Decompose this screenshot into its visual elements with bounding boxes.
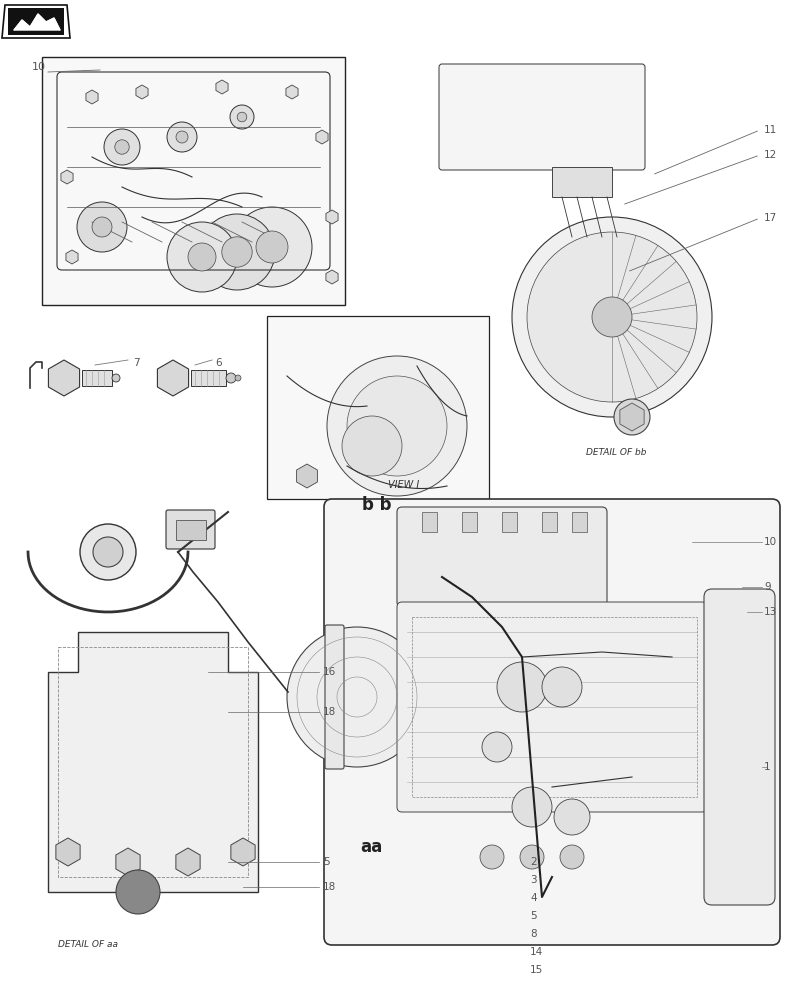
Text: 6: 6 [215,358,221,368]
Text: 5: 5 [323,857,329,867]
FancyBboxPatch shape [324,625,344,769]
Polygon shape [48,632,258,892]
Text: 8: 8 [530,929,536,939]
Text: 1: 1 [763,762,770,772]
Text: VIEW I: VIEW I [388,480,418,490]
Text: 14: 14 [530,947,543,957]
Circle shape [93,537,122,567]
Text: 5: 5 [530,911,536,921]
Text: 2: 2 [530,857,536,867]
Text: 9: 9 [763,582,770,592]
Circle shape [232,207,311,287]
Circle shape [221,237,252,267]
Bar [571,512,586,532]
Text: 18: 18 [323,882,336,892]
Circle shape [255,231,288,263]
Circle shape [112,374,120,382]
Bar [541,512,556,532]
Circle shape [591,297,631,337]
Circle shape [553,799,590,835]
Circle shape [346,376,446,476]
Text: 12: 12 [763,150,776,160]
Bar [42,57,345,305]
Text: 15: 15 [530,965,543,975]
Text: 10: 10 [763,537,776,547]
Text: 10: 10 [32,62,46,72]
Text: 13: 13 [763,607,776,617]
Bar [411,617,696,797]
Bar [82,370,112,386]
Circle shape [519,845,543,869]
Circle shape [327,356,466,496]
FancyBboxPatch shape [397,507,607,607]
Circle shape [199,214,275,290]
FancyBboxPatch shape [324,499,779,945]
Circle shape [541,667,581,707]
Circle shape [286,627,427,767]
Text: 7: 7 [133,358,139,368]
Circle shape [482,732,512,762]
Bar [501,512,517,532]
Circle shape [512,787,551,827]
Bar [422,512,436,532]
Polygon shape [14,14,60,30]
Bar [8,8,64,35]
Circle shape [341,416,401,476]
Text: DETAIL OF bb: DETAIL OF bb [586,448,646,457]
Bar [267,316,488,499]
Bar [191,370,225,386]
Circle shape [104,129,139,165]
Text: aa: aa [359,838,382,856]
Text: 16: 16 [323,667,336,677]
Text: 17: 17 [763,213,776,223]
Circle shape [188,243,216,271]
Circle shape [92,217,112,237]
Text: 18: 18 [323,707,336,717]
Polygon shape [2,5,70,38]
Circle shape [479,845,504,869]
FancyBboxPatch shape [165,510,215,549]
Circle shape [176,131,188,143]
Circle shape [237,112,247,122]
Circle shape [512,217,711,417]
FancyBboxPatch shape [439,64,644,170]
FancyBboxPatch shape [703,589,774,905]
Text: 3: 3 [530,875,536,885]
Circle shape [80,524,135,580]
Bar [176,520,206,540]
Text: 4: 4 [530,893,536,903]
Circle shape [77,202,127,252]
Circle shape [234,375,241,381]
Circle shape [167,122,197,152]
Circle shape [116,870,160,914]
Bar [58,647,247,877]
Circle shape [114,140,129,154]
Circle shape [526,232,696,402]
Circle shape [230,105,254,129]
Circle shape [560,845,583,869]
Circle shape [167,222,237,292]
Text: 11: 11 [763,125,776,135]
Circle shape [613,399,649,435]
Bar [461,512,476,532]
Text: b b: b b [362,496,391,514]
Circle shape [225,373,236,383]
Bar [551,167,611,197]
Text: DETAIL OF aa: DETAIL OF aa [58,940,118,949]
FancyBboxPatch shape [397,602,706,812]
Circle shape [496,662,547,712]
